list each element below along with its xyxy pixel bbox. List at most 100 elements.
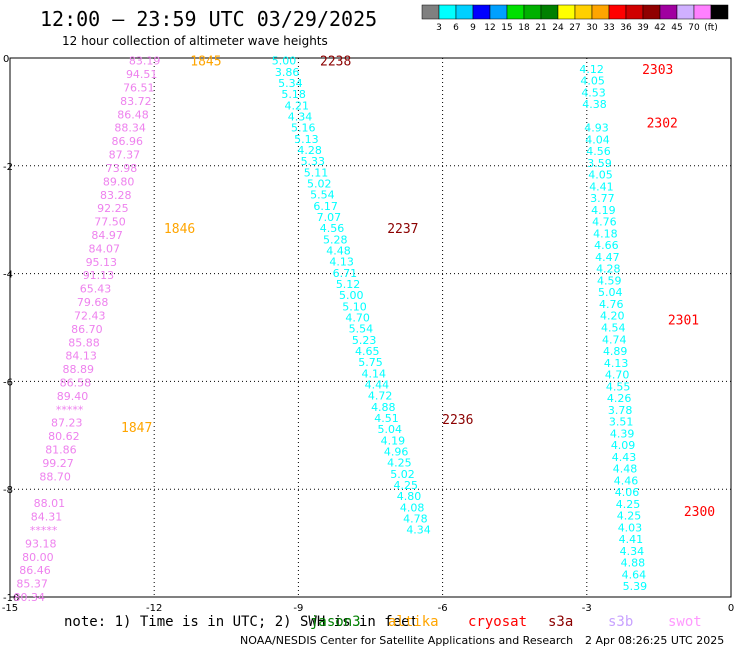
wave-height-value: 73.98 [106,162,138,175]
colorbar-label: 15 [501,23,512,33]
legend-s3b: s3b [608,614,633,630]
wave-height-value: 4.21 [285,99,310,112]
y-tick-label: -6 [3,377,13,388]
y-tick-label: -4 [3,270,13,281]
wave-height-value: 3.86 [275,66,300,79]
y-axis-ticks: 0 -2 -4 -6 -8 -10 [3,54,19,604]
track-time-label: 2236 [442,413,473,428]
wave-height-value: 88.01 [34,497,66,510]
x-tick-label: -15 [2,603,18,614]
wave-height-value: 4.64 [622,568,647,581]
track-time-label: 1846 [164,222,195,237]
track-time-label: 2301 [668,313,699,328]
wave-height-value: 4.53 [581,86,606,99]
wave-height-value: 84.07 [88,242,120,255]
colorbar-label: 12 [484,23,495,33]
track-swot: 83.1994.5176.5183.7286.4888.3486.9687.37… [13,55,221,604]
wave-height-value: 5.12 [336,278,361,291]
grid-lines [10,58,731,597]
wave-height-value: 4.05 [580,75,605,88]
wave-height-value: 99.27 [42,457,74,470]
wave-height-value: 80.34 [13,591,45,604]
wave-height-value: 4.93 [584,122,609,135]
wave-height-value: 4.41 [589,180,614,193]
legend-s3a: s3a [548,614,573,630]
wave-height-value: 4.54 [601,322,626,335]
wave-height-value: 4.70 [605,369,630,382]
wave-height-value: 5.33 [301,155,326,168]
colorbar-label: 42 [654,23,665,33]
wave-height-value: 94.51 [126,68,158,81]
wave-height-value: 4.14 [361,367,386,380]
wave-height-value: 86.96 [112,135,144,148]
wave-height-value: 4.70 [345,311,370,324]
wave-height-value: 4.78 [403,512,428,525]
colorbar-swatch [659,4,678,20]
wave-height-value: 88.89 [63,363,95,376]
wave-height-value: 4.20 [600,310,625,323]
colorbar-label: 27 [569,23,580,33]
y-tick-label: -8 [3,485,13,496]
wave-height-value: 4.56 [320,222,345,235]
wave-height-value: 4.80 [397,490,422,503]
wave-height-value: 4.66 [594,239,619,252]
legend-jason3: jason3 [310,614,361,630]
colorbar-label: 36 [620,23,632,33]
wave-height-value: 5.00 [339,289,364,302]
wave-height-value: 4.46 [614,474,639,487]
track-cryosat: 5.003.865.345.184.214.345.165.134.285.33… [272,55,474,537]
colorbar-label: 9 [470,23,476,33]
colorbar-swatch [421,4,440,20]
colorbar-swatch [472,4,491,20]
wave-height-value: 5.02 [307,178,332,191]
wave-height-value: 5.02 [390,468,415,481]
legend-swot: swot [668,614,702,630]
wave-height-value: 4.89 [603,345,628,358]
wave-height-value: 4.19 [591,204,616,217]
track-time-label: 2300 [684,505,715,520]
wave-height-value: 5.16 [291,122,316,135]
wave-height-value: 4.47 [595,251,620,264]
x-axis-ticks: -15 -12 -9 -6 -3 0 [2,603,734,614]
wave-height-value: 4.51 [374,412,399,425]
colorbar-label: 24 [552,23,564,33]
wave-height-value: 4.39 [610,427,635,440]
wave-height-value: 79.68 [77,296,109,309]
track-time-label: 2237 [387,222,418,237]
wave-height-value: 92.25 [97,202,129,215]
colorbar-label: (ft) [704,23,718,33]
wave-height-value: 4.88 [371,401,396,414]
wave-height-value: 86.46 [19,564,51,577]
wave-height-value: 83.28 [100,189,132,202]
wave-height-value: 4.03 [618,521,643,534]
footer-source: NOAA/NESDIS Center for Satellite Applica… [240,634,573,647]
colorbar-label: 18 [518,23,530,33]
wave-height-value: 3.77 [590,192,615,205]
colorbar-swatch [710,4,729,20]
track-time-label: 2303 [642,63,673,78]
wave-height-value: 89.80 [103,175,135,188]
plot-area: -15 -12 -9 -6 -3 0 0 -2 -4 -6 -8 -10 83.1994.5176.… [2,54,734,614]
wave-height-value: 4.88 [621,557,646,570]
wave-height-value: 5.04 [598,286,623,299]
track-time-label: 1847 [121,421,152,436]
wave-height-value: 3.51 [609,416,634,429]
wave-height-value: 80.00 [22,551,54,564]
colorbar-label: 45 [671,23,682,33]
wave-height-value: ***** [30,524,58,537]
wave-height-value: 4.26 [607,392,632,405]
colorbar-label: 3 [436,23,442,33]
wave-height-value: 4.56 [586,145,611,158]
wave-height-value: 91.13 [83,269,115,282]
wave-height-value: 6.71 [333,267,358,280]
wave-height-value: 7.07 [317,211,342,224]
wave-height-value: 86.48 [117,108,149,121]
wave-height-value: 93.18 [25,537,57,550]
wave-height-value: 81.86 [45,444,77,457]
colorbar-label: 6 [453,23,459,33]
wave-height-value: 4.74 [602,333,627,346]
wave-height-value: 4.43 [612,451,637,464]
wave-height-value: 84.31 [31,511,63,524]
y-tick-label: -2 [3,162,13,173]
wave-height-value: 4.19 [381,434,406,447]
